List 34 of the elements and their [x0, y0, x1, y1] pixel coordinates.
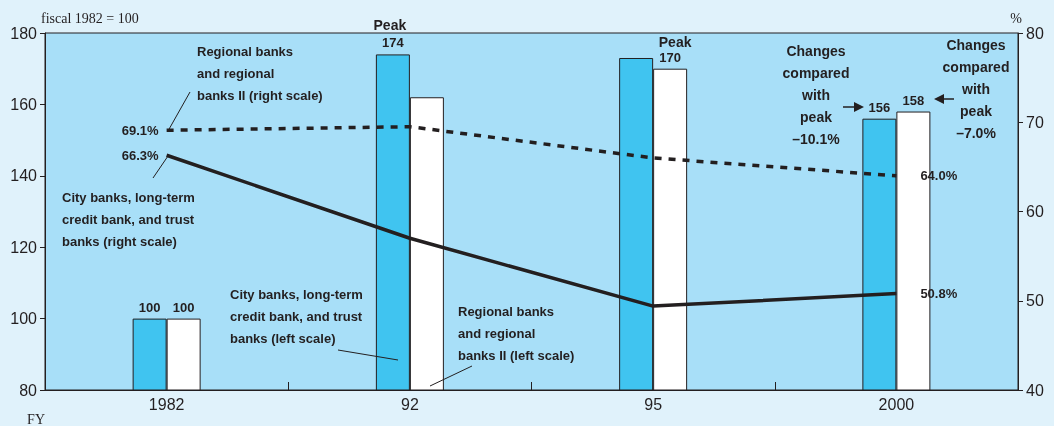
- y2-tick-label: 50: [1026, 292, 1044, 310]
- x-axis-title: FY: [27, 411, 45, 426]
- y2-tick-label: 70: [1026, 113, 1044, 131]
- y-tick-label: 80: [19, 381, 38, 399]
- y2-tick-label: 80: [1026, 24, 1044, 42]
- x-tick-label: 92: [400, 395, 419, 413]
- y-tick-label: 120: [10, 238, 38, 256]
- series-label: Regional banks and regional banks II (right scale): [197, 43, 323, 103]
- x-tick-label: 1982: [148, 395, 185, 413]
- y2-tick-label: 40: [1026, 381, 1044, 399]
- data-label: 69.1%: [121, 122, 160, 138]
- x-tick-label: 95: [644, 395, 663, 413]
- y-tick-label: 180: [10, 24, 38, 42]
- y-tick-label: 140: [10, 167, 38, 185]
- annotation: Peak: [373, 17, 407, 34]
- data-label: 174: [382, 35, 405, 51]
- x-tick-label: 2000: [878, 395, 915, 413]
- y-tick-label: 100: [10, 310, 38, 328]
- y-axis-title: fiscal 1982 = 100: [41, 10, 139, 26]
- y2-axis-title: %: [1010, 10, 1023, 26]
- data-label: 66.3%: [121, 147, 160, 163]
- data-label: 100: [172, 299, 195, 315]
- data-label: 156: [868, 99, 891, 115]
- y2-tick-label: 60: [1026, 203, 1044, 220]
- annotation: Changes compared with peak –7.0%: [942, 37, 1010, 141]
- annotation: Changes compared with peak –10.1%: [782, 43, 850, 147]
- data-label: 100: [138, 299, 161, 315]
- data-label: 158: [902, 92, 925, 108]
- data-label: 170: [659, 49, 681, 65]
- y-tick-label: 160: [10, 95, 38, 113]
- series-label: City banks, long-term credit bank, and trust banks (right scale): [62, 189, 195, 249]
- series-label: City banks, long-term credit bank, and trust banks (left scale): [230, 286, 363, 346]
- annotation: Peak: [658, 33, 692, 50]
- series-label: Regional banks and regional banks II (left scale): [458, 303, 575, 363]
